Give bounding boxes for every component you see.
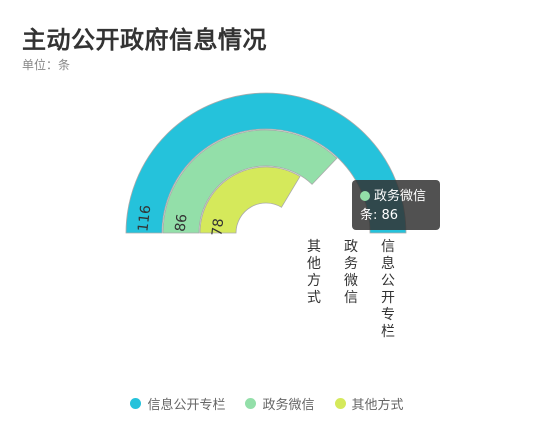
legend-item-2[interactable]: 政务微信 (245, 394, 315, 413)
bar-3[interactable] (199, 166, 301, 234)
legend-dot (130, 398, 142, 409)
category-label: 其他方式 (307, 239, 321, 306)
category-label: 政务微信 (344, 239, 358, 306)
legend-label: 信息公开专栏 (147, 398, 226, 413)
tooltip-series-name: 政务微信 (374, 189, 427, 204)
chart-title: 主动公开政府信息情况 (22, 26, 267, 54)
tooltip: 政务微信 条: 86 (352, 180, 440, 230)
legend-item-1[interactable]: 信息公开专栏 (130, 394, 225, 413)
bar-value-label: 78 (209, 217, 227, 237)
category-label: 信息公开专栏 (381, 239, 395, 340)
legend-dot (245, 398, 257, 409)
legend-label: 其他方式 (351, 398, 404, 413)
legend-item-3[interactable]: 其他方式 (334, 394, 404, 413)
bar-value-label: 86 (173, 213, 191, 233)
tooltip-value: 条: 86 (360, 208, 399, 223)
unit-label: 单位：条 (22, 58, 71, 72)
bar-2[interactable] (162, 129, 338, 234)
legend: 信息公开专栏 政务微信 其他方式 (0, 394, 534, 413)
bar-value-label: 116 (135, 204, 154, 233)
tooltip-color-dot (360, 191, 370, 201)
legend-label: 政务微信 (262, 398, 315, 413)
legend-dot (334, 398, 346, 409)
